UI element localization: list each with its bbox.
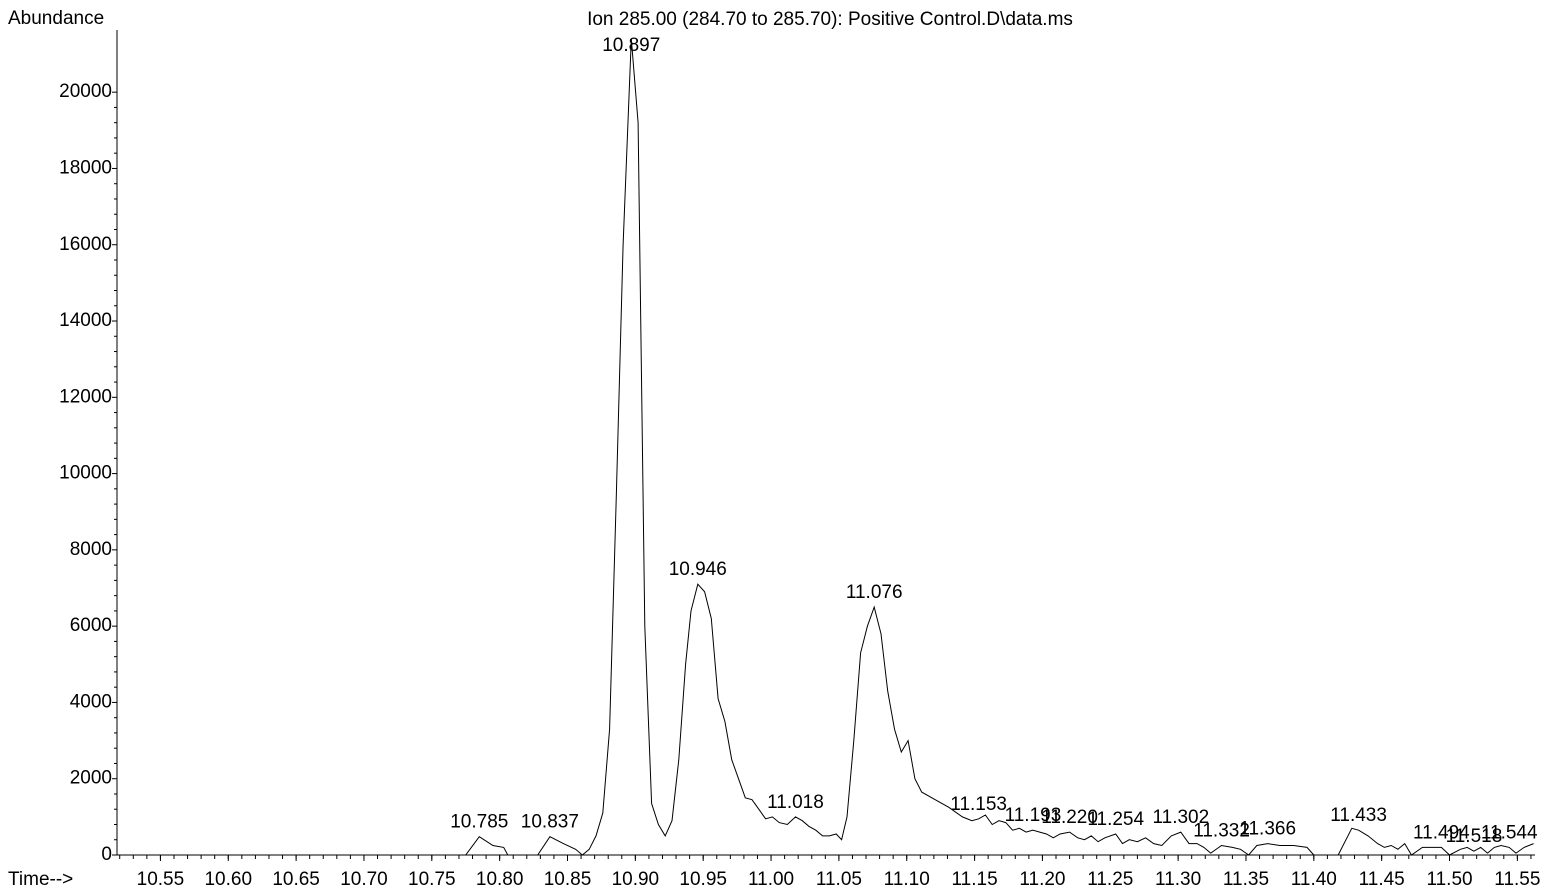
x-tick-label: 11.30 (1155, 869, 1201, 890)
x-tick-label: 11.25 (1087, 869, 1133, 890)
x-tick-label: 11.50 (1426, 869, 1472, 890)
y-tick-label: 20000 (59, 81, 112, 102)
peak-label: 11.254 (1087, 809, 1144, 830)
x-tick-label: 10.60 (204, 869, 252, 890)
peak-label: 11.076 (846, 582, 903, 603)
peak-label: 11.220 (1041, 807, 1098, 828)
x-tick-label: 10.70 (340, 869, 388, 890)
peak-label: 11.153 (950, 794, 1007, 815)
peak-label: 10.785 (450, 812, 508, 833)
y-tick-label: 4000 (70, 691, 112, 712)
x-tick-label: 10.90 (612, 869, 660, 890)
x-tick-label: 10.95 (679, 869, 727, 890)
peak-label: 11.518 (1446, 826, 1503, 847)
x-tick-label: 11.35 (1223, 869, 1269, 890)
y-tick-label: 0 (101, 844, 112, 865)
x-tick-label: 10.75 (408, 869, 456, 890)
y-axis-label: Abundance (8, 8, 104, 29)
peak-label: 11.544 (1481, 822, 1538, 843)
x-tick-label: 10.55 (137, 869, 185, 890)
x-tick-label: 11.40 (1291, 869, 1337, 890)
peak-label: 11.366 (1239, 819, 1296, 840)
peak-label: 10.897 (602, 35, 660, 56)
y-tick-label: 2000 (70, 768, 112, 789)
y-tick-label: 6000 (70, 615, 112, 636)
x-tick-label: 11.55 (1494, 869, 1540, 890)
x-tick-label: 11.05 (816, 869, 862, 890)
x-tick-label: 10.85 (544, 869, 592, 890)
x-tick-label: 11.00 (748, 869, 794, 890)
x-tick-label: 10.80 (476, 869, 524, 890)
peak-label: 10.946 (669, 559, 727, 580)
peak-label: 11.302 (1152, 807, 1209, 828)
x-tick-label: 10.65 (272, 869, 320, 890)
x-axis-label: Time--> (8, 869, 73, 890)
y-tick-label: 10000 (59, 463, 112, 484)
x-tick-label: 11.20 (1019, 869, 1065, 890)
peak-label: 11.018 (767, 792, 824, 813)
peak-label: 11.494 (1413, 822, 1470, 843)
peak-label: 10.837 (521, 812, 579, 833)
x-tick-label: 11.10 (884, 869, 930, 890)
peak-label: 11.193 (1005, 805, 1062, 826)
y-tick-label: 14000 (59, 310, 112, 331)
y-tick-label: 12000 (59, 386, 112, 407)
y-tick-label: 18000 (59, 157, 112, 178)
x-tick-label: 11.45 (1359, 869, 1405, 890)
x-tick-label: 11.15 (952, 869, 998, 890)
y-tick-label: 8000 (70, 539, 112, 560)
peak-label: 11.433 (1330, 805, 1387, 826)
y-tick-label: 16000 (59, 234, 112, 255)
trace (117, 38, 1534, 856)
peak-label: 11.332 (1193, 820, 1250, 841)
chart-title: Ion 285.00 (284.70 to 285.70): Positive … (587, 9, 1073, 30)
